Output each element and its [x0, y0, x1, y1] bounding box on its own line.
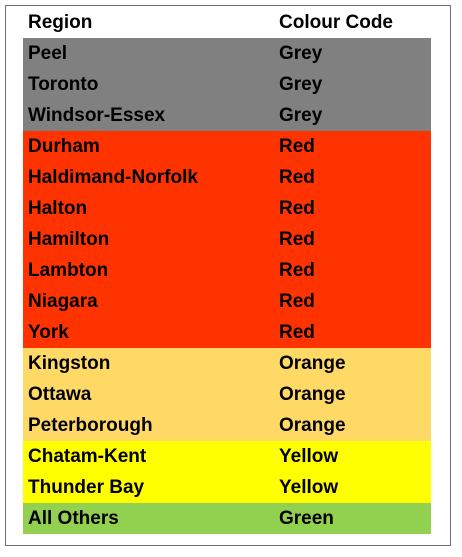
colour-code-cell: Grey: [279, 104, 323, 126]
region-cell: Windsor-Essex: [28, 104, 166, 126]
region-column-header: Region: [28, 12, 93, 33]
region-cell: York: [28, 321, 69, 343]
colour-code-cell: Red: [279, 228, 315, 250]
table-body: Peel Grey Toronto Grey Windsor-Essex Grey Durh…: [23, 38, 431, 534]
table-row: Haldimand-Norfolk Red: [23, 162, 431, 193]
region-cell: Ottawa: [28, 383, 92, 405]
colour-code-cell: Green: [279, 507, 334, 529]
table-row: Peterborough Orange: [23, 410, 431, 441]
colour-code-cell: Orange: [279, 352, 346, 374]
colour-code-cell: Orange: [279, 414, 346, 436]
colour-code-cell: Grey: [279, 73, 323, 95]
table-row: Toronto Grey: [23, 69, 431, 100]
colour-code-cell: Grey: [279, 42, 323, 64]
colour-code-cell: Orange: [279, 383, 346, 405]
table-header-row: Region Colour Code: [23, 8, 431, 38]
region-cell: Halton: [28, 197, 88, 219]
region-cell: Durham: [28, 135, 100, 157]
region-cell: Peel: [28, 42, 68, 64]
region-cell: Lambton: [28, 259, 109, 281]
table-row: Ottawa Orange: [23, 379, 431, 410]
colour-code-cell: Red: [279, 321, 315, 343]
table-row: Kingston Orange: [23, 348, 431, 379]
colour-code-cell: Yellow: [279, 476, 339, 498]
table-row: Hamilton Red: [23, 224, 431, 255]
table-row: Peel Grey: [23, 38, 431, 69]
table-row: Durham Red: [23, 131, 431, 162]
colour-code-cell: Red: [279, 135, 315, 157]
region-cell: Peterborough: [28, 414, 153, 436]
colour-code-cell: Red: [279, 290, 315, 312]
table-row: Chatam-Kent Yellow: [23, 441, 431, 472]
region-cell: All Others: [28, 507, 119, 529]
region-cell: Kingston: [28, 352, 111, 374]
region-cell: Chatam-Kent: [28, 445, 147, 467]
table-row: All Others Green: [23, 503, 431, 534]
colour-code-cell: Red: [279, 197, 315, 219]
region-cell: Haldimand-Norfolk: [28, 166, 198, 188]
colour-code-column-header: Colour Code: [279, 12, 393, 33]
colour-code-cell: Red: [279, 259, 315, 281]
region-cell: Toronto: [28, 73, 99, 95]
table-row: Halton Red: [23, 193, 431, 224]
table-row: Niagara Red: [23, 286, 431, 317]
table-row: Windsor-Essex Grey: [23, 100, 431, 131]
region-cell: Thunder Bay: [28, 476, 145, 498]
table-row: Lambton Red: [23, 255, 431, 286]
colour-code-cell: Yellow: [279, 445, 339, 467]
colour-code-cell: Red: [279, 166, 315, 188]
region-cell: Hamilton: [28, 228, 110, 250]
table-row: York Red: [23, 317, 431, 348]
table-frame: [5, 5, 451, 546]
region-cell: Niagara: [28, 290, 98, 312]
colour-code-table: Region Colour Code Peel Grey Toronto Grey Wi…: [23, 8, 431, 534]
table-row: Thunder Bay Yellow: [23, 472, 431, 503]
